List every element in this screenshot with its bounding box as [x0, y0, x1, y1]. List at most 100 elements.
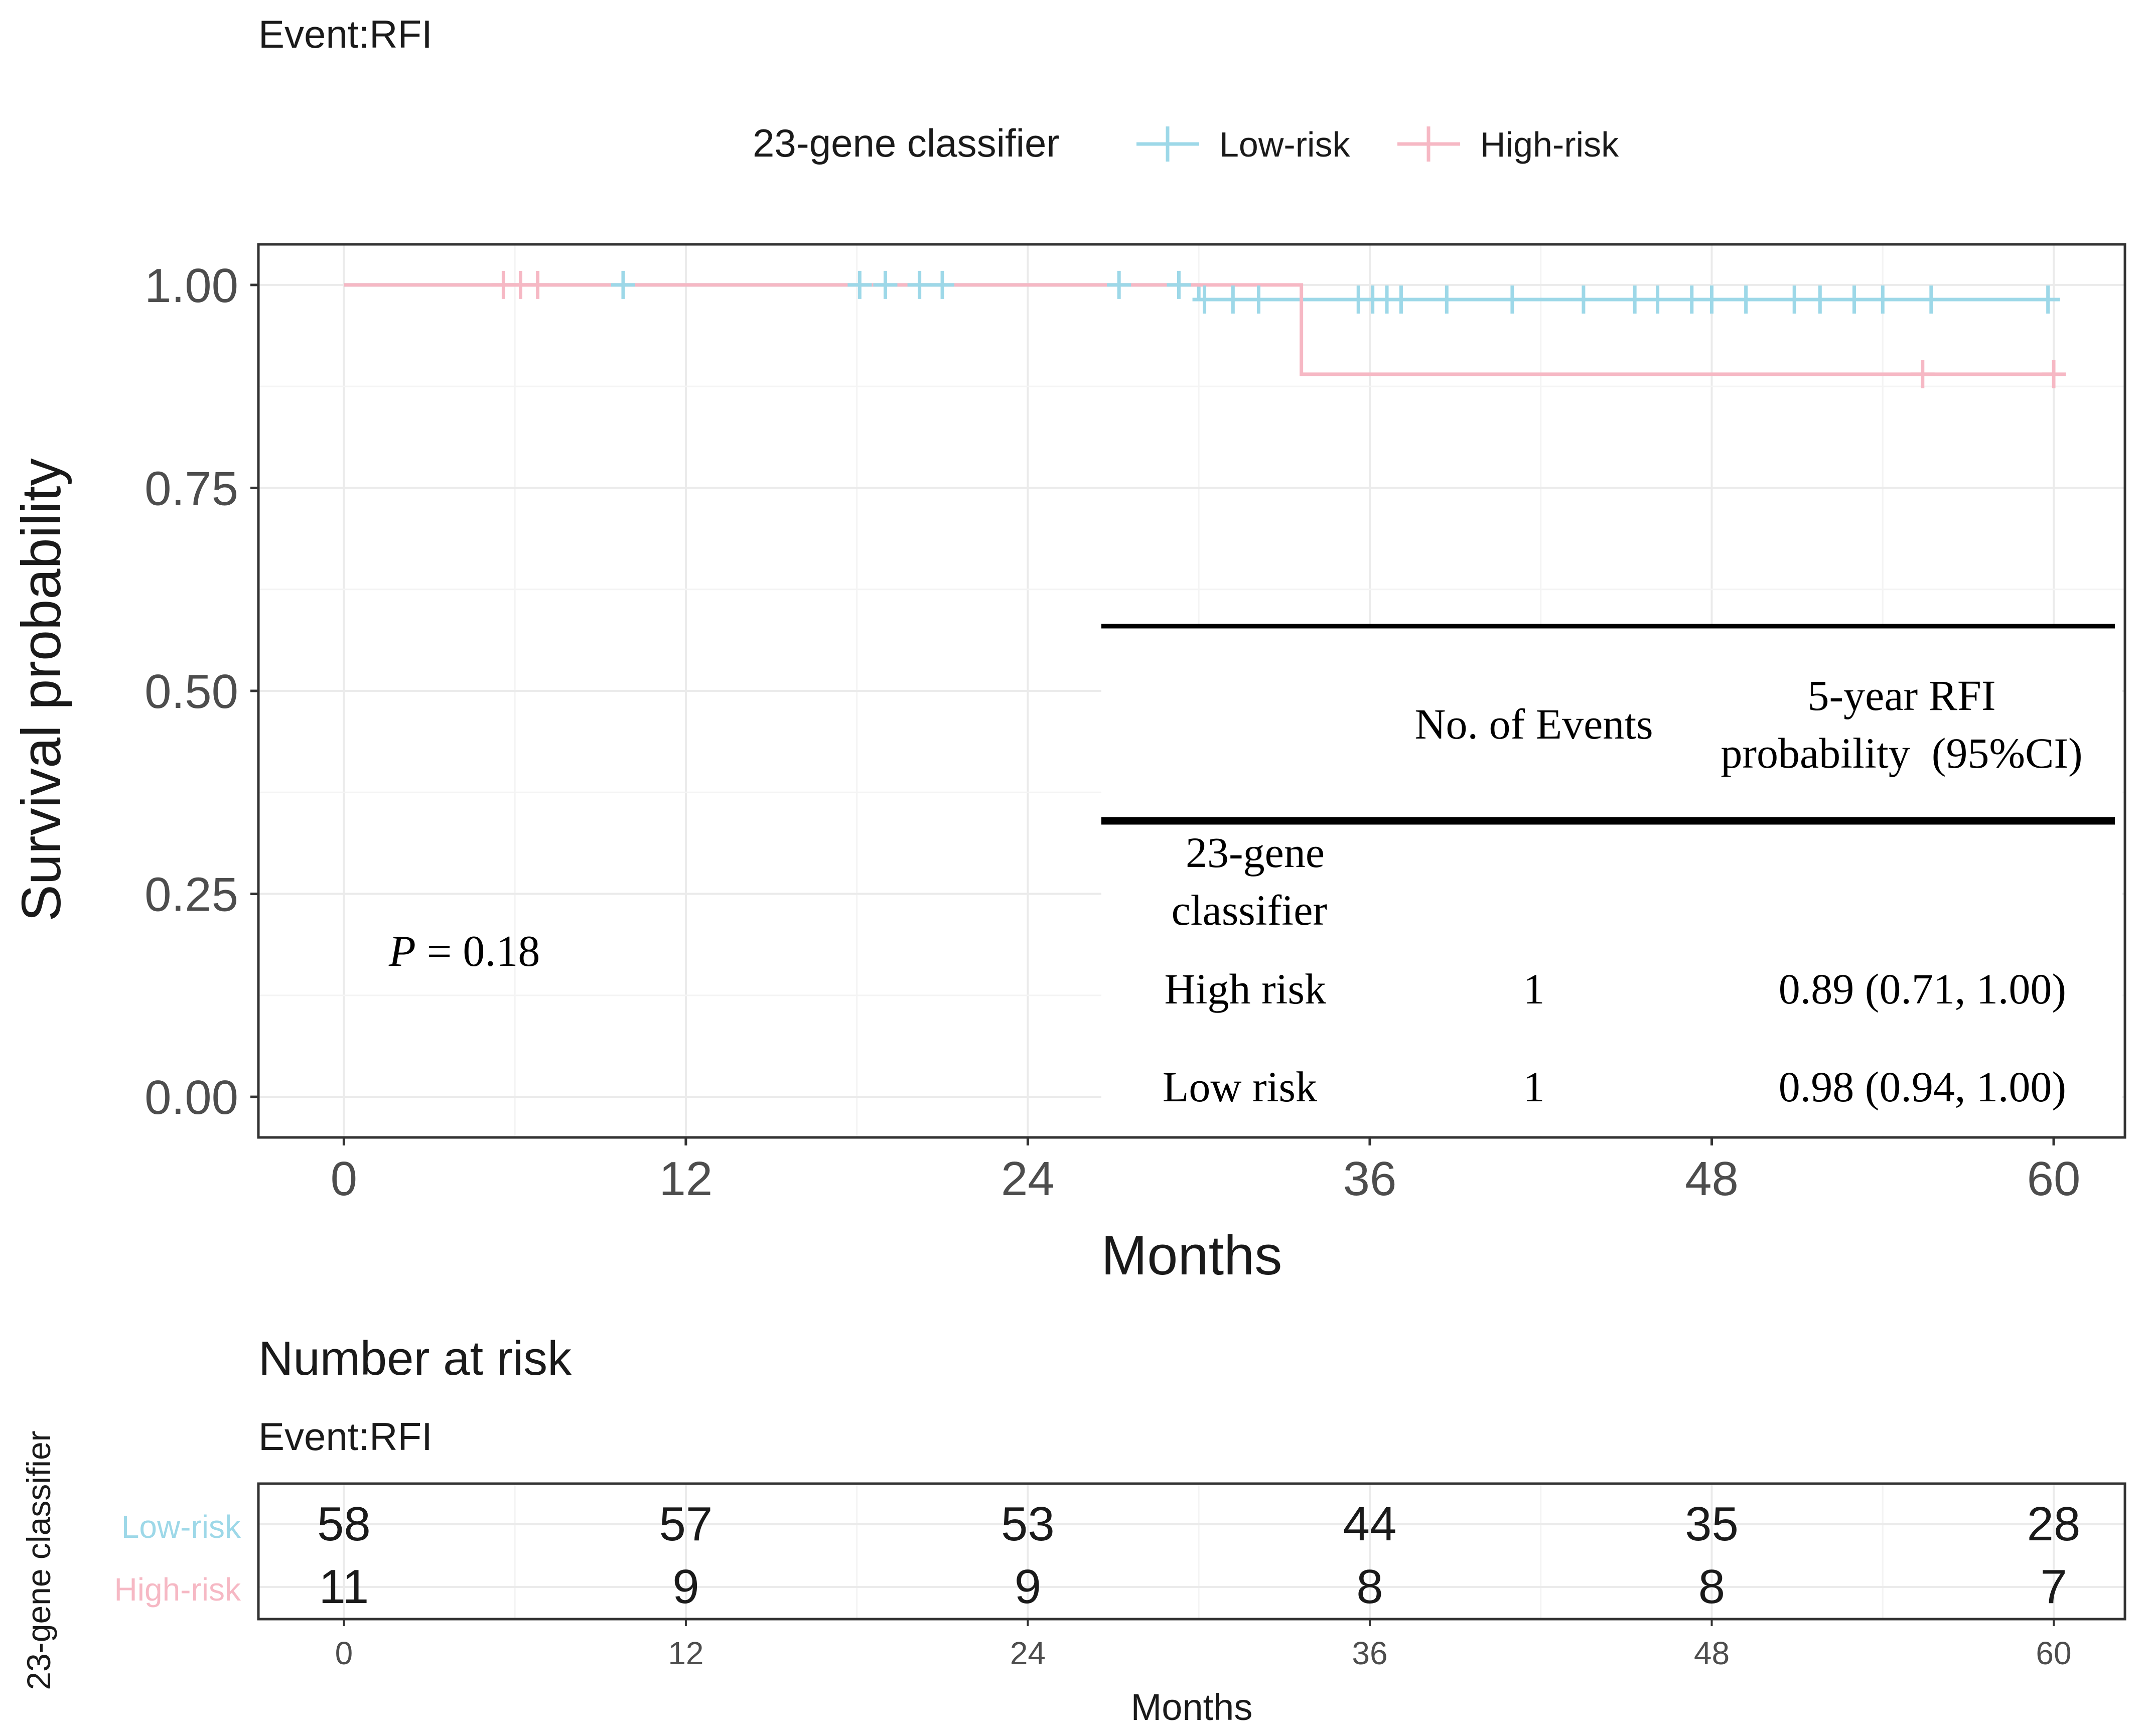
risk-x-tick-label: 24 — [1010, 1635, 1046, 1671]
y-tick-label: 0.00 — [145, 1071, 238, 1124]
censor-mark-low-risk — [1782, 285, 1807, 314]
risk-count: 8 — [1698, 1560, 1725, 1614]
y-tick-label: 0.25 — [145, 868, 238, 922]
survival-curve-high-risk — [344, 283, 2054, 376]
risk-x-tick-label: 0 — [335, 1635, 353, 1671]
y-tick-label: 1.00 — [145, 259, 238, 313]
table-header-prob-line1: 5-year RFI — [1808, 671, 1996, 719]
table-row-probability: 0.98 (0.94, 1.00) — [1779, 1063, 2066, 1111]
chart-subtitle: Event:RFI — [258, 12, 433, 56]
legend-item-low-risk: Low-risk — [1136, 125, 1351, 164]
risk-count: 11 — [319, 1560, 369, 1614]
censor-mark-low-risk — [873, 270, 898, 299]
legend-title: 23-gene classifier — [753, 121, 1059, 165]
risk-x-tick-label: 36 — [1352, 1635, 1387, 1671]
table-row-probability: 0.89 (0.71, 1.00) — [1779, 965, 2066, 1013]
censor-mark-low-risk — [1645, 285, 1670, 314]
censor-mark-low-risk — [2036, 285, 2060, 314]
censor-mark-low-risk — [1389, 285, 1413, 314]
table-row-label: Low risk — [1163, 1063, 1317, 1111]
censor-mark-low-risk — [1734, 285, 1758, 314]
censor-mark-low-risk — [1435, 285, 1459, 314]
x-tick-label: 24 — [1001, 1152, 1055, 1206]
y-tick-label: 0.75 — [145, 462, 238, 515]
risk-count: 9 — [672, 1560, 699, 1614]
censor-mark-low-risk — [1192, 285, 1217, 314]
results-table-background — [1101, 626, 2122, 1136]
p-value-text: = 0.18 — [416, 927, 540, 976]
risk-table-x-label: Months — [1131, 1686, 1253, 1728]
risk-count: 7 — [2040, 1560, 2067, 1614]
risk-count: 9 — [1015, 1560, 1041, 1614]
results-table: No. of Events 5-year RFI probability (95… — [1101, 624, 2122, 1136]
x-tick-label: 12 — [659, 1152, 713, 1206]
censor-marks — [491, 270, 2066, 388]
censor-mark-low-risk — [847, 270, 872, 299]
table-group-label-line2: classifier — [1172, 886, 1327, 934]
censor-mark-low-risk — [1842, 285, 1867, 314]
risk-table: Number at risk Event:RFI 23-gene classif… — [20, 1332, 2126, 1728]
censor-mark-low-risk — [930, 270, 955, 299]
risk-count: 57 — [659, 1497, 713, 1551]
table-row-events: 1 — [1523, 965, 1545, 1013]
x-tick-label: 0 — [331, 1152, 357, 1206]
risk-table-border — [257, 1482, 2126, 1621]
risk-row-label: High-risk — [114, 1571, 241, 1608]
risk-count: 44 — [1343, 1497, 1397, 1551]
censor-mark-low-risk — [907, 270, 932, 299]
table-row: Low risk 1 0.98 (0.94, 1.00) — [1163, 1063, 2066, 1111]
x-axis-label: Months — [1101, 1225, 1282, 1286]
censor-mark-low-risk — [1571, 285, 1596, 314]
risk-count: 58 — [317, 1497, 371, 1551]
risk-count: 28 — [2027, 1497, 2081, 1551]
censor-mark-high-risk — [525, 270, 550, 299]
table-header-prob-line2: probability (95%CI) — [1721, 729, 2082, 777]
censor-mark-low-risk — [1246, 285, 1271, 314]
censor-mark-low-risk — [1167, 270, 1191, 299]
risk-count: 8 — [1356, 1560, 1383, 1614]
y-tick-label: 0.50 — [145, 665, 238, 718]
risk-table-gridlines — [258, 1484, 2125, 1619]
x-axis-ticks: 0 12 24 36 48 60 — [331, 1137, 2081, 1206]
risk-table-y-label: 23-gene classifier — [20, 1430, 57, 1690]
censor-mark-high-risk — [2042, 360, 2066, 388]
legend: 23-gene classifier Low-risk High-risk — [753, 121, 1619, 165]
risk-count: 35 — [1685, 1497, 1739, 1551]
censor-mark-low-risk — [1221, 285, 1245, 314]
legend-label-high-risk: High-risk — [1480, 125, 1619, 164]
censor-mark-low-risk — [1808, 285, 1832, 314]
risk-count: 53 — [1001, 1497, 1055, 1551]
x-tick-label: 60 — [2027, 1152, 2081, 1206]
x-tick-label: 48 — [1685, 1152, 1739, 1206]
censor-mark-low-risk — [1623, 285, 1647, 314]
table-group-label-line1: 23-gene — [1186, 828, 1325, 877]
y-axis-label: Survival probability — [11, 458, 72, 921]
legend-label-low-risk: Low-risk — [1219, 125, 1351, 164]
risk-row-label: Low-risk — [121, 1509, 241, 1545]
survival-curve-low-risk — [344, 283, 2054, 302]
risk-table-subtitle: Event:RFI — [258, 1414, 433, 1459]
censor-mark-low-risk — [1871, 285, 1895, 314]
x-tick-label: 36 — [1343, 1152, 1397, 1206]
p-value-label: P — [388, 927, 416, 976]
risk-x-tick-label: 48 — [1694, 1635, 1730, 1671]
risk-table-x-ticks: 0 12 24 36 48 60 — [335, 1619, 2072, 1671]
censor-mark-low-risk — [1500, 285, 1524, 314]
legend-item-high-risk: High-risk — [1397, 125, 1619, 164]
censor-mark-low-risk — [1919, 285, 1943, 314]
risk-x-tick-label: 12 — [668, 1635, 703, 1671]
censor-mark-low-risk — [1107, 270, 1131, 299]
censor-mark-high-risk — [1910, 360, 1935, 388]
y-axis-ticks: 0.00 0.25 0.50 0.75 1.00 — [145, 259, 258, 1124]
risk-x-tick-label: 60 — [2036, 1635, 2071, 1671]
table-row-events: 1 — [1523, 1063, 1545, 1111]
risk-table-title: Number at risk — [258, 1332, 572, 1385]
table-row: High risk 1 0.89 (0.71, 1.00) — [1165, 965, 2067, 1013]
risk-table-cells: Low-risk 58 57 53 44 35 28 High-risk 11 9 9 8 8 7 — [114, 1497, 2081, 1614]
censor-mark-low-risk — [611, 270, 635, 299]
table-header-events: No. of Events — [1414, 700, 1653, 748]
p-value-annotation: P = 0.18 — [388, 927, 540, 976]
censor-mark-low-risk — [1699, 285, 1724, 314]
table-row-label: High risk — [1165, 965, 1327, 1013]
